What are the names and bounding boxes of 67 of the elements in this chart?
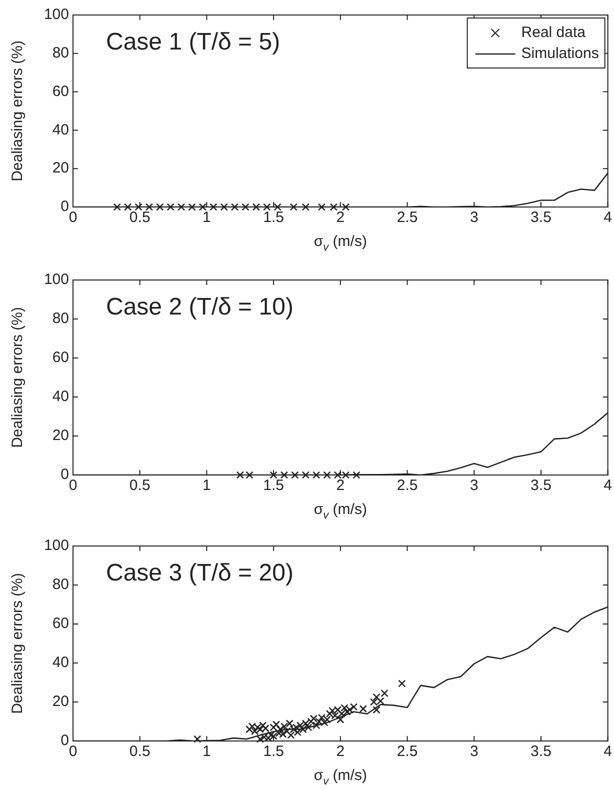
x-tick-label: 1 bbox=[202, 477, 211, 494]
point bbox=[194, 735, 202, 743]
y-tick-label: 0 bbox=[60, 732, 69, 750]
y-tick-label: 100 bbox=[44, 271, 69, 288]
point bbox=[256, 725, 264, 734]
x-tick-label: 2.5 bbox=[396, 743, 418, 760]
point bbox=[343, 708, 351, 716]
y-tick-label: 80 bbox=[52, 44, 69, 62]
point bbox=[359, 704, 367, 713]
x-tick-label: 2 bbox=[336, 209, 345, 226]
point bbox=[398, 680, 406, 688]
x-tick-label: 1 bbox=[202, 743, 211, 760]
y-axis-title: Dealiasing errors (%) bbox=[9, 40, 26, 182]
y-tick-label: 0 bbox=[60, 466, 69, 484]
point bbox=[259, 722, 267, 730]
x-tick-label: 2 bbox=[336, 743, 345, 760]
point bbox=[256, 735, 264, 743]
legend-label: Simulations bbox=[521, 45, 599, 62]
x-tick-label: 0.5 bbox=[129, 743, 150, 760]
y-tick-label: 60 bbox=[52, 82, 69, 100]
x-tick-label: 3.5 bbox=[530, 209, 552, 226]
x-tick-label: 0.5 bbox=[129, 209, 150, 226]
x-tick-label: 1.5 bbox=[263, 477, 284, 494]
x-tick-label: 2 bbox=[336, 477, 345, 494]
y-axis-title: Dealiasing errors (%) bbox=[9, 307, 26, 448]
point bbox=[275, 729, 283, 738]
point bbox=[272, 720, 280, 728]
y-tick-label: 40 bbox=[52, 121, 69, 138]
y-tick-label: 80 bbox=[52, 576, 69, 594]
x-tick-label: 0.5 bbox=[129, 477, 150, 494]
text: Case 3 (T/δ = 20) bbox=[106, 560, 294, 587]
x-tick-label: 3 bbox=[470, 477, 478, 494]
y-tick-label: 60 bbox=[52, 349, 69, 366]
x-tick-label: 2.5 bbox=[396, 477, 418, 494]
y-tick-label: 80 bbox=[52, 310, 69, 328]
y-tick-label: 20 bbox=[52, 160, 69, 177]
x-tick-label: 4 bbox=[604, 209, 612, 226]
x-tick-label: 4 bbox=[604, 743, 612, 760]
x-tick-label: 1 bbox=[202, 209, 211, 226]
x-tick-label: 4 bbox=[604, 477, 612, 494]
y-tick-label: 40 bbox=[52, 654, 69, 672]
x-tick-label: 1.5 bbox=[263, 743, 284, 760]
y-tick-label: 20 bbox=[52, 693, 69, 710]
y-tick-label: 20 bbox=[52, 427, 69, 444]
x-tick-label: 3 bbox=[470, 743, 478, 760]
x-tick-label: 3 bbox=[470, 209, 478, 226]
point bbox=[246, 725, 254, 734]
x-tick-label: 3.5 bbox=[530, 743, 552, 760]
point bbox=[254, 724, 262, 732]
y-tick-label: 40 bbox=[52, 388, 69, 406]
y-tick-label: 100 bbox=[44, 537, 69, 554]
point bbox=[264, 734, 272, 742]
x-tick-label: 3.5 bbox=[530, 477, 552, 494]
text: Case 1 (T/δ = 5) bbox=[106, 28, 280, 56]
point bbox=[376, 697, 384, 705]
x-tick-label: 2.5 bbox=[396, 209, 418, 226]
y-tick-label: 60 bbox=[52, 615, 69, 632]
y-tick-label: 0 bbox=[60, 198, 69, 216]
y-axis-title: Dealiasing errors (%) bbox=[9, 573, 26, 714]
point bbox=[380, 689, 388, 698]
y-tick-label: 100 bbox=[44, 6, 69, 24]
point bbox=[315, 718, 323, 726]
x-tick-label: 1.5 bbox=[263, 209, 284, 226]
legend-label: Real data bbox=[521, 24, 586, 42]
point bbox=[346, 706, 354, 714]
point bbox=[350, 703, 358, 711]
text: Case 2 (T/δ = 10) bbox=[106, 294, 294, 321]
